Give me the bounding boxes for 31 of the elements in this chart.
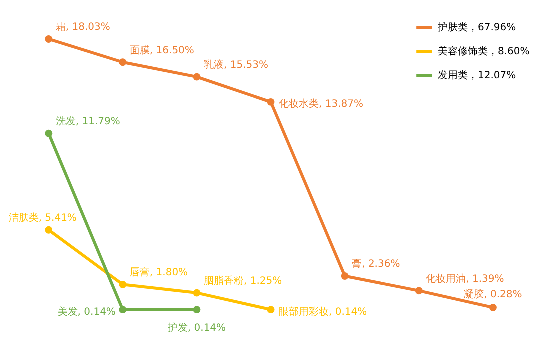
data-label: 化妆水类, 13.87% bbox=[279, 98, 364, 110]
point bbox=[119, 281, 127, 288]
point bbox=[267, 98, 275, 106]
data-label: 凝胶, 0.28% bbox=[464, 288, 522, 301]
point bbox=[341, 272, 349, 280]
data-label: 霜, 18.03% bbox=[56, 22, 110, 34]
point bbox=[119, 58, 127, 66]
data-label: 洁肤类, 5.41% bbox=[8, 212, 77, 224]
data-label: 美发, 0.14% bbox=[58, 306, 116, 318]
point bbox=[45, 130, 53, 138]
point bbox=[415, 287, 423, 295]
point bbox=[193, 73, 201, 81]
data-label: 唇膏, 1.80% bbox=[130, 266, 188, 279]
point bbox=[119, 306, 127, 314]
point bbox=[45, 226, 53, 234]
point bbox=[193, 289, 201, 297]
legend-label: 美容修饰类，8.60% bbox=[438, 46, 530, 58]
point bbox=[489, 304, 497, 312]
point bbox=[267, 306, 275, 314]
data-label: 眼部用彩妆, 0.14% bbox=[279, 306, 368, 318]
point bbox=[45, 36, 53, 43]
data-label: 化妆用油, 1.39% bbox=[426, 272, 504, 285]
data-label: 乳液, 15.53% bbox=[204, 59, 268, 72]
data-label: 胭脂香粉, 1.25% bbox=[204, 275, 282, 288]
legend-label: 发用类，12.07% bbox=[438, 70, 516, 82]
point bbox=[193, 306, 201, 314]
data-label: 洗发, 11.79% bbox=[56, 116, 120, 128]
data-label: 护发, 0.14% bbox=[166, 322, 226, 334]
data-label: 膏, 2.36% bbox=[352, 258, 400, 270]
legend-label: 护肤类，67.96% bbox=[437, 22, 516, 34]
data-label: 面膜, 16.50% bbox=[130, 44, 194, 56]
